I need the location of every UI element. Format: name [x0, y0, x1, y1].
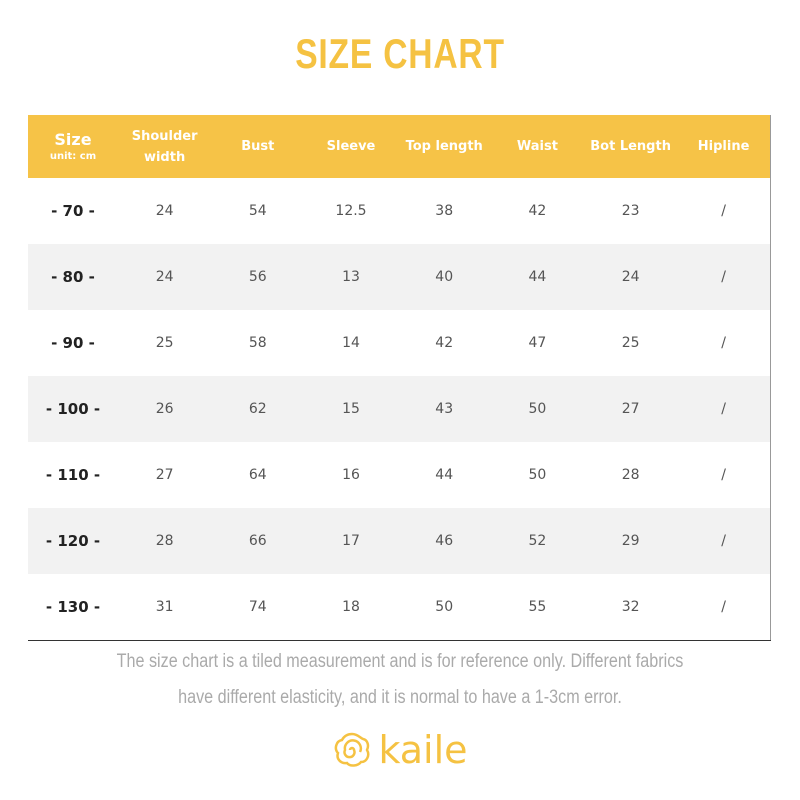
column-header: Sleeve [304, 115, 398, 178]
cell: 17 [304, 508, 398, 574]
cell: / [721, 335, 726, 351]
size-cell: - 120 - [28, 508, 118, 574]
cell: 25 [155, 335, 174, 351]
table-row: - 120 -28 66 17 46 52 29/ [28, 508, 771, 574]
cell: 28 [621, 467, 640, 483]
size-label: Size [54, 130, 92, 149]
cell: 38 [435, 203, 454, 219]
cell: 14 [342, 335, 360, 351]
size-header: Size unit: cm [28, 115, 118, 178]
table-body: - 70 -24 54 12.5 38 42 23/- 80 -24 56 13 40 44 24/… [28, 178, 771, 641]
note: The size chart is a tiled measurement an… [116, 651, 684, 708]
header-row: Size unit: cm Shoulder width Bust Sleeve Top… [28, 115, 771, 178]
cell: 43 [397, 376, 491, 442]
cell: 29 [584, 508, 678, 574]
cell: 15 [304, 376, 398, 442]
cell: / [677, 244, 771, 310]
cell: 42 [435, 335, 454, 351]
table-row: - 130 - 31 74 18 50 55 32 / [28, 574, 771, 641]
cell: 44 [490, 244, 585, 310]
cell: / [677, 508, 771, 574]
table-row: - 70 - 24 54 12.5 38 42 23 / [28, 178, 771, 244]
cell: / [721, 467, 726, 483]
logo-icon [335, 732, 370, 767]
cell: 42 [528, 203, 547, 219]
cell: 12.5 [335, 203, 367, 219]
cell: 26 [118, 376, 212, 442]
cell: 27 [584, 376, 678, 442]
cell: 64 [248, 467, 267, 483]
cell: 32 [621, 599, 640, 615]
size-cell: - 80 - [28, 244, 118, 310]
title: SIZE CHART [295, 30, 505, 77]
cell: / [677, 376, 771, 442]
cell: 13 [304, 244, 398, 310]
cell: 50 [490, 376, 585, 442]
cell: 40 [397, 244, 491, 310]
cell: 23 [621, 203, 640, 219]
cell: 47 [528, 335, 547, 351]
cell: 55 [528, 599, 547, 615]
table-row: - 110 - 27 64 16 44 50 28 / [28, 442, 771, 508]
size-cell: - 70 - [51, 202, 95, 220]
cell: 66 [211, 508, 305, 574]
table-row: - 100 -26 62 15 43 50 27/ [28, 376, 771, 442]
column-header: Hipline [677, 115, 771, 178]
size-table: Size unit: cm Shoulder width Bust Sleeve Top… [28, 115, 771, 641]
cell: 44 [435, 467, 454, 483]
logo-text: kaile [378, 728, 468, 772]
cell: 58 [248, 335, 267, 351]
cell: / [721, 599, 726, 615]
size-cell: - 130 - [45, 598, 101, 616]
column-header: Bust [211, 115, 305, 178]
cell: 50 [435, 599, 454, 615]
cell: 62 [211, 376, 305, 442]
cell: 24 [155, 203, 174, 219]
table-row: - 80 -24 56 13 40 44 24/ [28, 244, 771, 310]
cell: 16 [342, 467, 360, 483]
cell: 24 [584, 244, 678, 310]
column-header: Top length [397, 115, 491, 178]
cell: 31 [155, 599, 174, 615]
cell: 46 [397, 508, 491, 574]
logo: kaile [0, 728, 800, 772]
cell: 24 [118, 244, 212, 310]
cell: 74 [248, 599, 267, 615]
unit-label: unit: cm [49, 151, 97, 162]
cell: 54 [248, 203, 267, 219]
cell: 56 [211, 244, 305, 310]
size-cell: - 100 - [28, 376, 118, 442]
cell: / [721, 203, 726, 219]
cell: 18 [342, 599, 360, 615]
cell: 28 [118, 508, 212, 574]
cell: 50 [528, 467, 547, 483]
column-header: Shoulder width [118, 115, 212, 178]
column-header: Waist [490, 115, 585, 178]
cell: 27 [155, 467, 174, 483]
table-row: - 90 - 25 58 14 42 47 25 / [28, 310, 771, 376]
size-cell: - 90 - [51, 334, 95, 352]
column-header: Bot Length [584, 115, 678, 178]
cell: 25 [621, 335, 640, 351]
size-cell: - 110 - [45, 466, 101, 484]
cell: 52 [490, 508, 585, 574]
